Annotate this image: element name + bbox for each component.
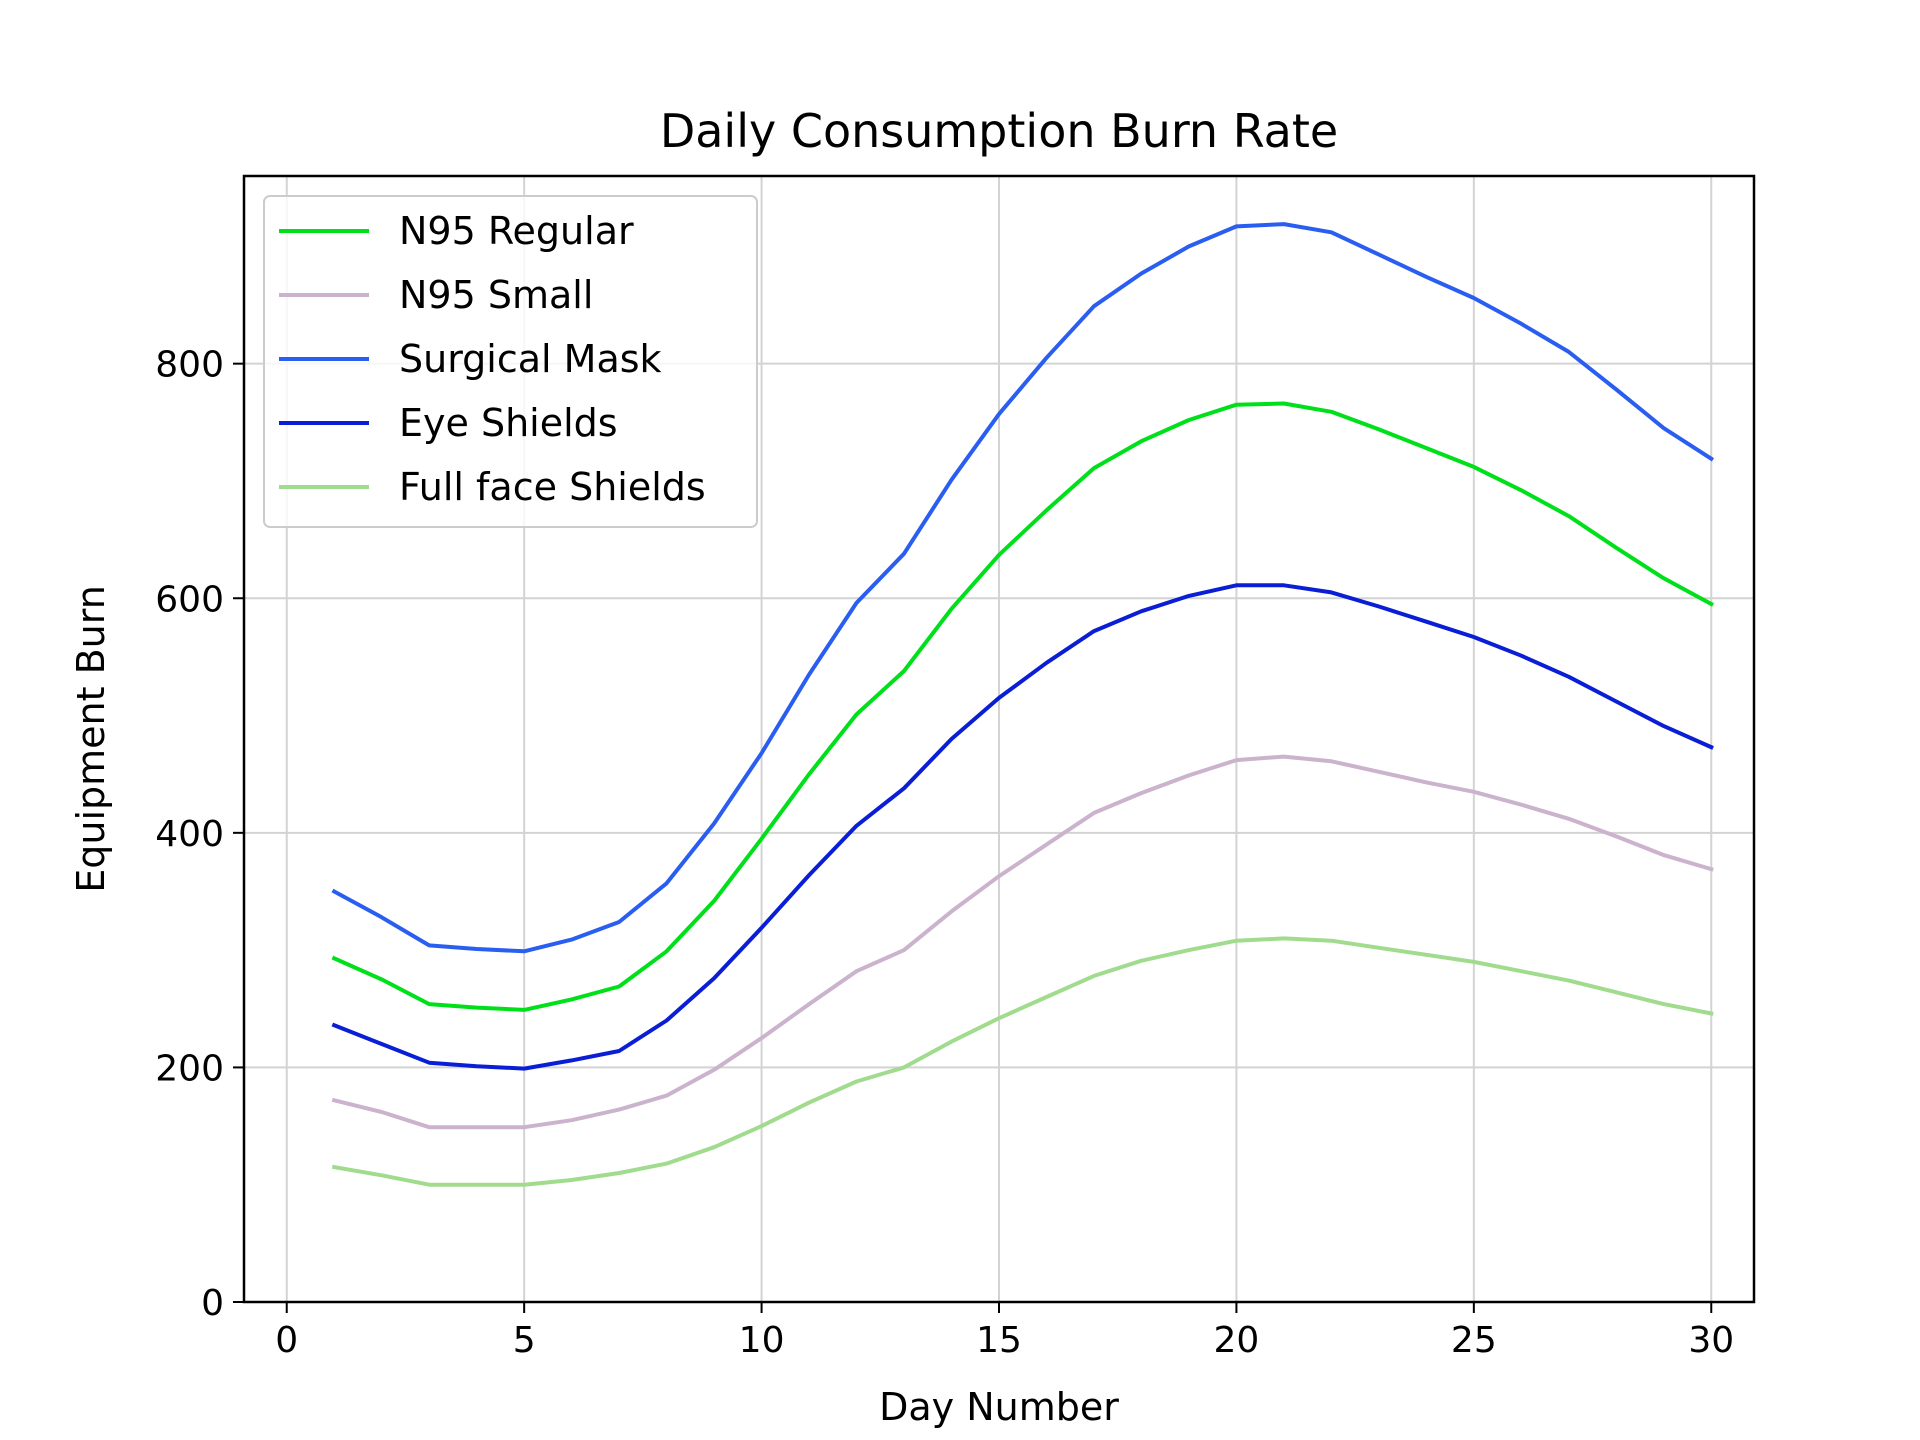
y-axis-label: Equipment Burn [69,585,113,893]
legend-label: Eye Shields [399,401,618,445]
legend-label: N95 Regular [399,209,634,253]
x-axis-label: Day Number [879,1385,1119,1429]
y-tick-label: 400 [155,814,224,855]
series-lines [331,222,1715,1187]
legend: N95 Regular N95 Small Surgical Mask Eye Shi… [263,195,758,528]
series-line-1 [331,754,1714,1130]
x-tick-label: 20 [1214,1320,1260,1361]
chart-title: Daily Consumption Burn Rate [660,104,1338,158]
x-tick-label: 0 [275,1320,298,1361]
legend-label: N95 Small [399,273,593,317]
y-tick-label: 600 [155,579,224,620]
x-tick-label: 25 [1451,1320,1497,1361]
x-tick-label: 15 [976,1320,1022,1361]
legend-label: Full face Shields [399,465,706,509]
y-tick-label: 0 [201,1283,224,1324]
x-tick-label: 5 [513,1320,536,1361]
y-tick-label: 800 [155,345,224,386]
x-tick-label: 30 [1688,1320,1734,1361]
y-tick-label: 200 [155,1048,224,1089]
axis-ticks: 0 5 10 15 20 25 30 0 200 400 600 800 [155,345,1734,1361]
x-tick-label: 10 [739,1320,785,1361]
legend-box [263,195,758,528]
legend-label: Surgical Mask [399,337,662,381]
series-line-0 [331,401,1715,1012]
series-line-4 [331,936,1714,1187]
series-line-2 [331,222,1715,954]
series-line-3 [331,583,1714,1071]
